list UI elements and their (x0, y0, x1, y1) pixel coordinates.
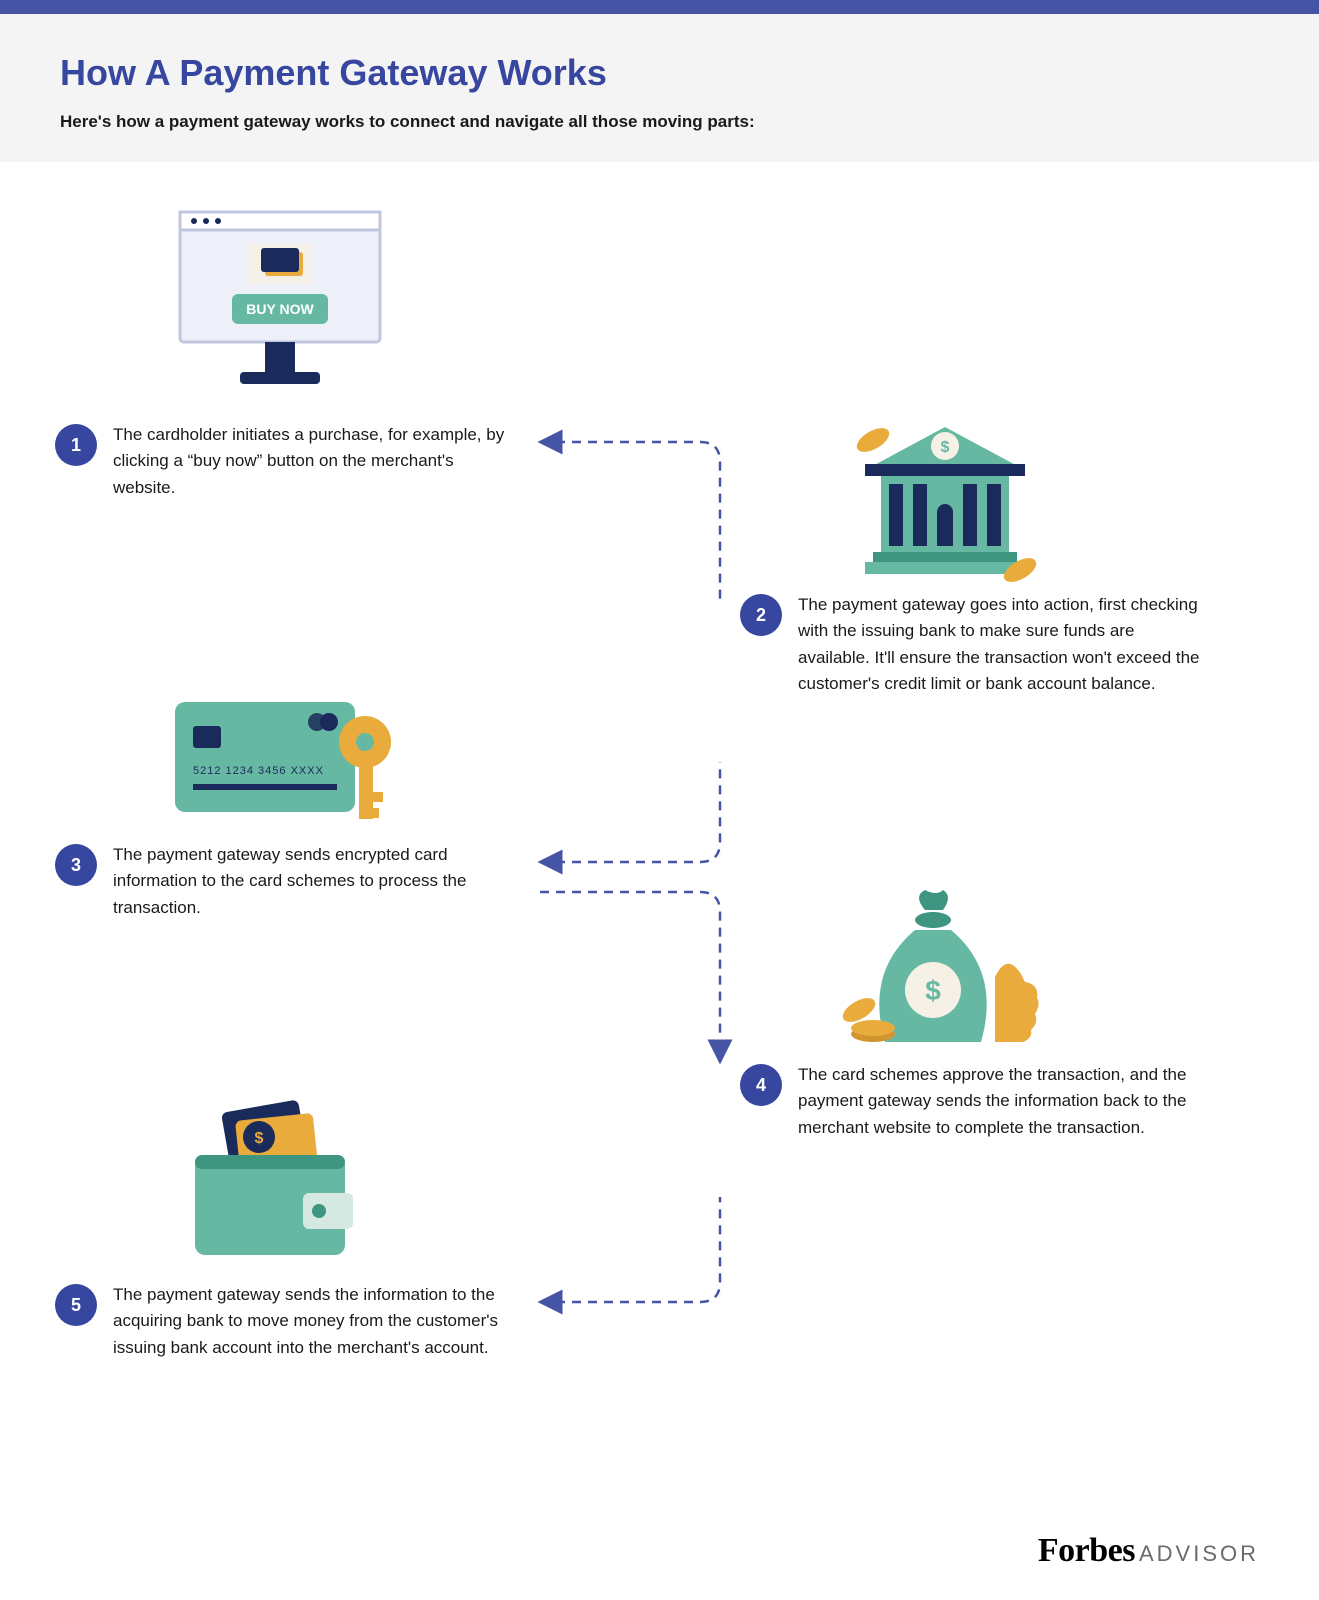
brand-main: Forbes (1038, 1532, 1135, 1570)
step-text-3: The payment gateway sends encrypted card… (113, 842, 505, 921)
page-title: How A Payment Gateway Works (60, 52, 1259, 94)
step-1: 1 The cardholder initiates a purchase, f… (55, 422, 505, 501)
step-badge-2: 2 (740, 594, 782, 636)
svg-text:$: $ (941, 439, 950, 456)
moneybag-icon: $ (825, 882, 1045, 1057)
step-5: 5 The payment gateway sends the informat… (55, 1282, 505, 1361)
svg-text:BUY NOW: BUY NOW (246, 301, 314, 317)
step-3: 3 The payment gateway sends encrypted ca… (55, 842, 505, 921)
step-4: 4 The card schemes approve the transacti… (740, 1062, 1210, 1141)
footer-brand: Forbes ADVISOR (1038, 1532, 1259, 1570)
top-accent-bar (0, 0, 1319, 14)
card-key-icon: 5212 1234 3456 XXXX (165, 682, 405, 837)
infographic-container: How A Payment Gateway Works Here's how a… (0, 0, 1319, 1600)
step-2: 2 The payment gateway goes into action, … (740, 592, 1210, 697)
step-text-4: The card schemes approve the transaction… (798, 1062, 1210, 1141)
monitor-icon: BUY NOW (170, 202, 390, 407)
step-text-2: The payment gateway goes into action, fi… (798, 592, 1210, 697)
svg-text:$: $ (925, 975, 941, 1006)
step-text-5: The payment gateway sends the informatio… (113, 1282, 505, 1361)
brand-sub: ADVISOR (1139, 1541, 1259, 1567)
svg-text:5212 1234 3456 XXXX: 5212 1234 3456 XXXX (193, 765, 324, 777)
step-text-1: The cardholder initiates a purchase, for… (113, 422, 505, 501)
step-badge-3: 3 (55, 844, 97, 886)
flow-area: BUY NOW $ (0, 162, 1319, 1462)
step-badge-5: 5 (55, 1284, 97, 1326)
page-subtitle: Here's how a payment gateway works to co… (60, 112, 1259, 132)
step-badge-4: 4 (740, 1064, 782, 1106)
wallet-icon: $ (175, 1097, 365, 1272)
svg-text:$: $ (255, 1130, 264, 1147)
bank-icon: $ (845, 412, 1045, 587)
header: How A Payment Gateway Works Here's how a… (0, 14, 1319, 162)
step-badge-1: 1 (55, 424, 97, 466)
